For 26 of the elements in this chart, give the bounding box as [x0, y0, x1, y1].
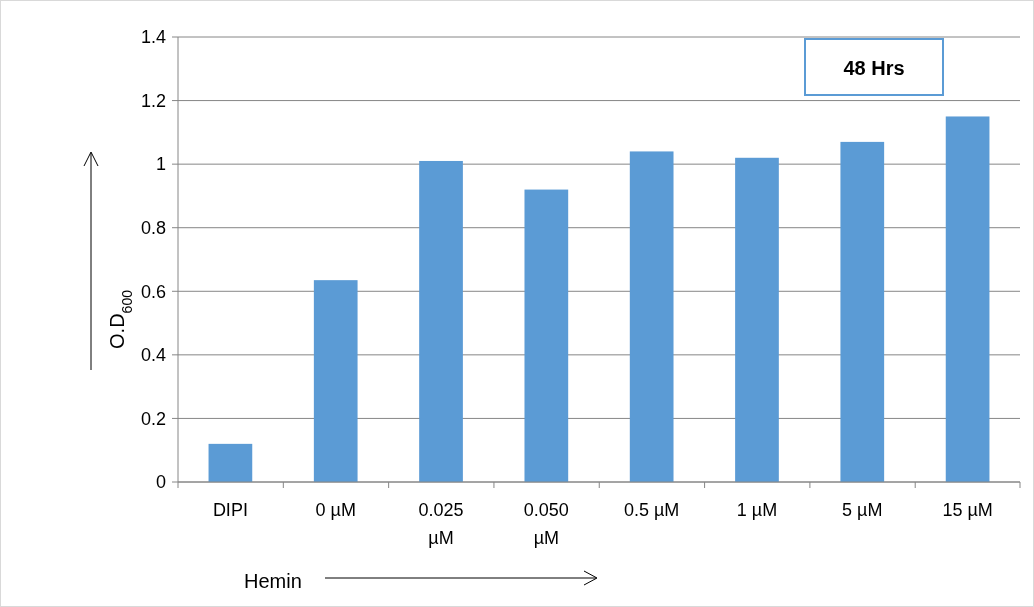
bar: [208, 443, 253, 482]
y-tick-label: 0.8: [140, 218, 166, 239]
bar: [629, 151, 674, 482]
x-tick-label: 5 µM: [842, 500, 883, 520]
x-tick-label: 0.050 µM: [523, 500, 569, 548]
bar: [735, 157, 779, 482]
x-tick-label: 0.025 µM: [418, 500, 464, 548]
annotation: 48 Hrs: [843, 57, 905, 79]
x-axis-title: Hemin: [244, 570, 302, 592]
y-tick-label: 0.4: [140, 345, 166, 366]
bar: [419, 160, 463, 482]
x-tick-label: DIPI: [212, 500, 248, 520]
y-tick-label: 1.2: [140, 90, 166, 111]
bar: [313, 280, 358, 482]
bar: [945, 116, 990, 482]
bar: [840, 141, 885, 482]
bar: [524, 189, 569, 482]
y-tick-label: 1.4: [140, 27, 166, 48]
y-tick-label: 0.6: [140, 281, 166, 302]
y-tick-label: 0.2: [140, 408, 166, 429]
x-tick-label: 0 µM: [315, 500, 356, 520]
y-tick-label: 1: [155, 154, 166, 175]
x-tick-label: 15 µM: [942, 500, 993, 520]
x-tick-label: 0.5 µM: [623, 500, 680, 520]
y-tick-label: 0: [155, 472, 166, 493]
x-tick-label: 1 µM: [736, 500, 778, 520]
